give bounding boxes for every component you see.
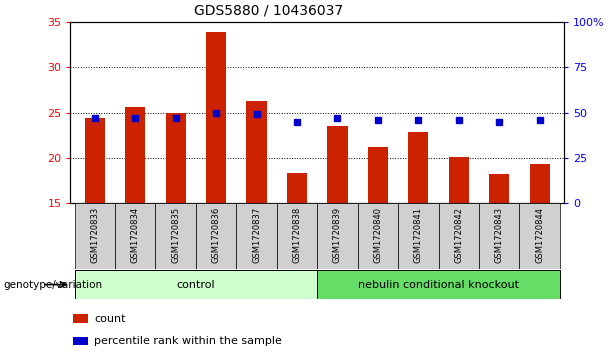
Bar <box>357 203 398 269</box>
Text: GSM1720834: GSM1720834 <box>131 207 140 263</box>
Bar <box>73 337 88 345</box>
Text: GSM1720844: GSM1720844 <box>535 207 544 262</box>
Bar <box>398 203 438 269</box>
Bar <box>368 147 388 203</box>
Bar <box>519 203 560 269</box>
Bar <box>73 314 88 323</box>
Text: GSM1720835: GSM1720835 <box>171 207 180 263</box>
Bar <box>277 203 318 269</box>
Bar <box>489 174 509 203</box>
Bar <box>287 173 307 203</box>
Text: percentile rank within the sample: percentile rank within the sample <box>94 336 282 346</box>
Bar <box>246 101 267 203</box>
Text: GSM1720839: GSM1720839 <box>333 207 342 263</box>
Text: GSM1720843: GSM1720843 <box>495 207 504 263</box>
Bar <box>125 107 145 203</box>
Bar <box>438 203 479 269</box>
Bar <box>85 118 105 203</box>
Bar <box>75 270 318 299</box>
Text: GSM1720837: GSM1720837 <box>252 207 261 263</box>
Bar <box>237 203 277 269</box>
Bar <box>166 113 186 203</box>
Bar <box>196 203 237 269</box>
Text: genotype/variation: genotype/variation <box>3 280 102 290</box>
Text: GSM1720840: GSM1720840 <box>373 207 383 262</box>
Bar <box>75 203 115 269</box>
Bar <box>530 164 550 203</box>
Bar <box>479 203 519 269</box>
Bar <box>408 132 428 203</box>
Bar <box>206 32 226 203</box>
Text: GDS5880 / 10436037: GDS5880 / 10436037 <box>194 4 343 18</box>
Bar <box>318 203 357 269</box>
Text: GSM1720836: GSM1720836 <box>211 207 221 263</box>
Text: count: count <box>94 314 126 324</box>
Bar <box>449 157 469 203</box>
Bar <box>156 203 196 269</box>
Text: GSM1720838: GSM1720838 <box>292 207 302 263</box>
Text: GSM1720833: GSM1720833 <box>90 207 99 263</box>
Bar <box>327 126 348 203</box>
Bar <box>115 203 156 269</box>
Text: control: control <box>177 280 215 290</box>
Text: GSM1720842: GSM1720842 <box>454 207 463 262</box>
Text: nebulin conditional knockout: nebulin conditional knockout <box>358 280 519 290</box>
Bar <box>318 270 560 299</box>
Text: GSM1720841: GSM1720841 <box>414 207 423 262</box>
